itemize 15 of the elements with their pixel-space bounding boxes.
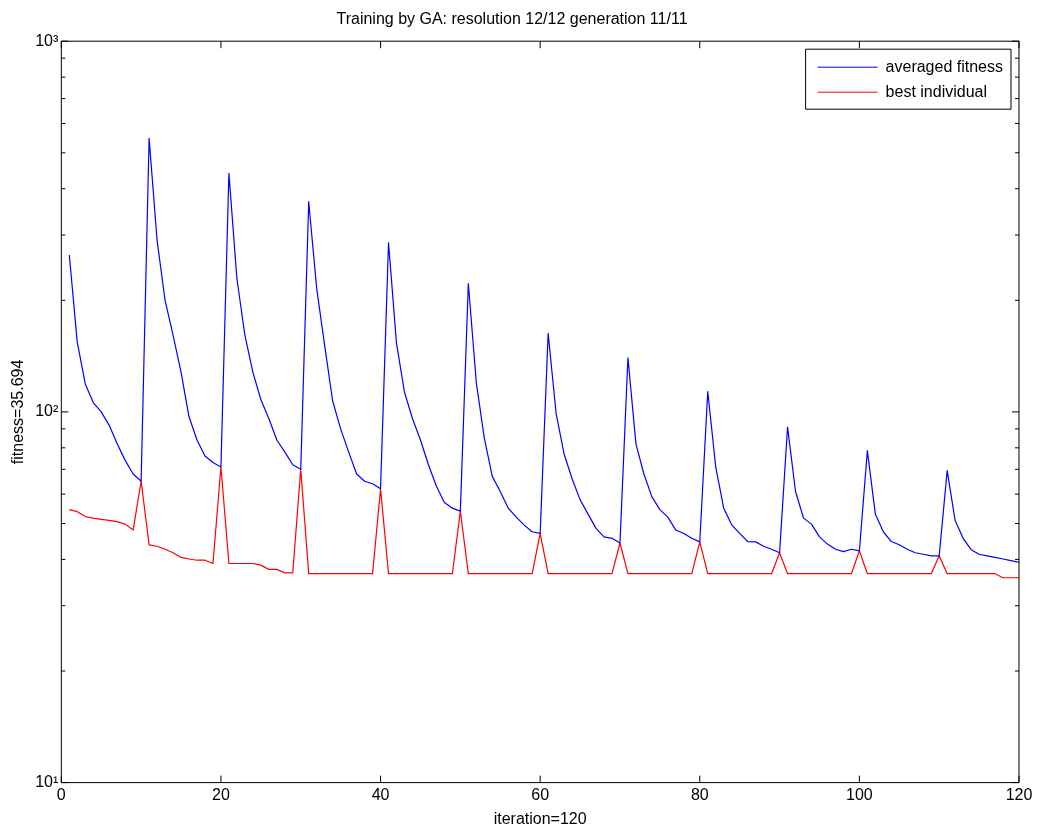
legend-label: best individual [885, 82, 987, 100]
x-tick-label: 100 [846, 785, 873, 803]
x-tick-label: 60 [531, 785, 550, 803]
x-tick-label: 80 [690, 785, 709, 803]
y-axis-title: fitness=35.694 [9, 359, 27, 465]
x-tick-label: 0 [56, 785, 66, 803]
legend-label: averaged fitness [885, 57, 1003, 75]
x-axis-title: iteration=120 [493, 809, 587, 827]
x-tick-label: 120 [1005, 785, 1033, 803]
y-tick-label: 10³ [35, 31, 59, 49]
y-tick-label: 10¹ [35, 773, 59, 791]
x-tick-label: 40 [371, 785, 390, 803]
x-tick-label: 20 [212, 785, 230, 803]
chart-title: Training by GA: resolution 12/12 generation 11/11 [336, 10, 688, 28]
y-tick-label: 10² [35, 402, 59, 420]
